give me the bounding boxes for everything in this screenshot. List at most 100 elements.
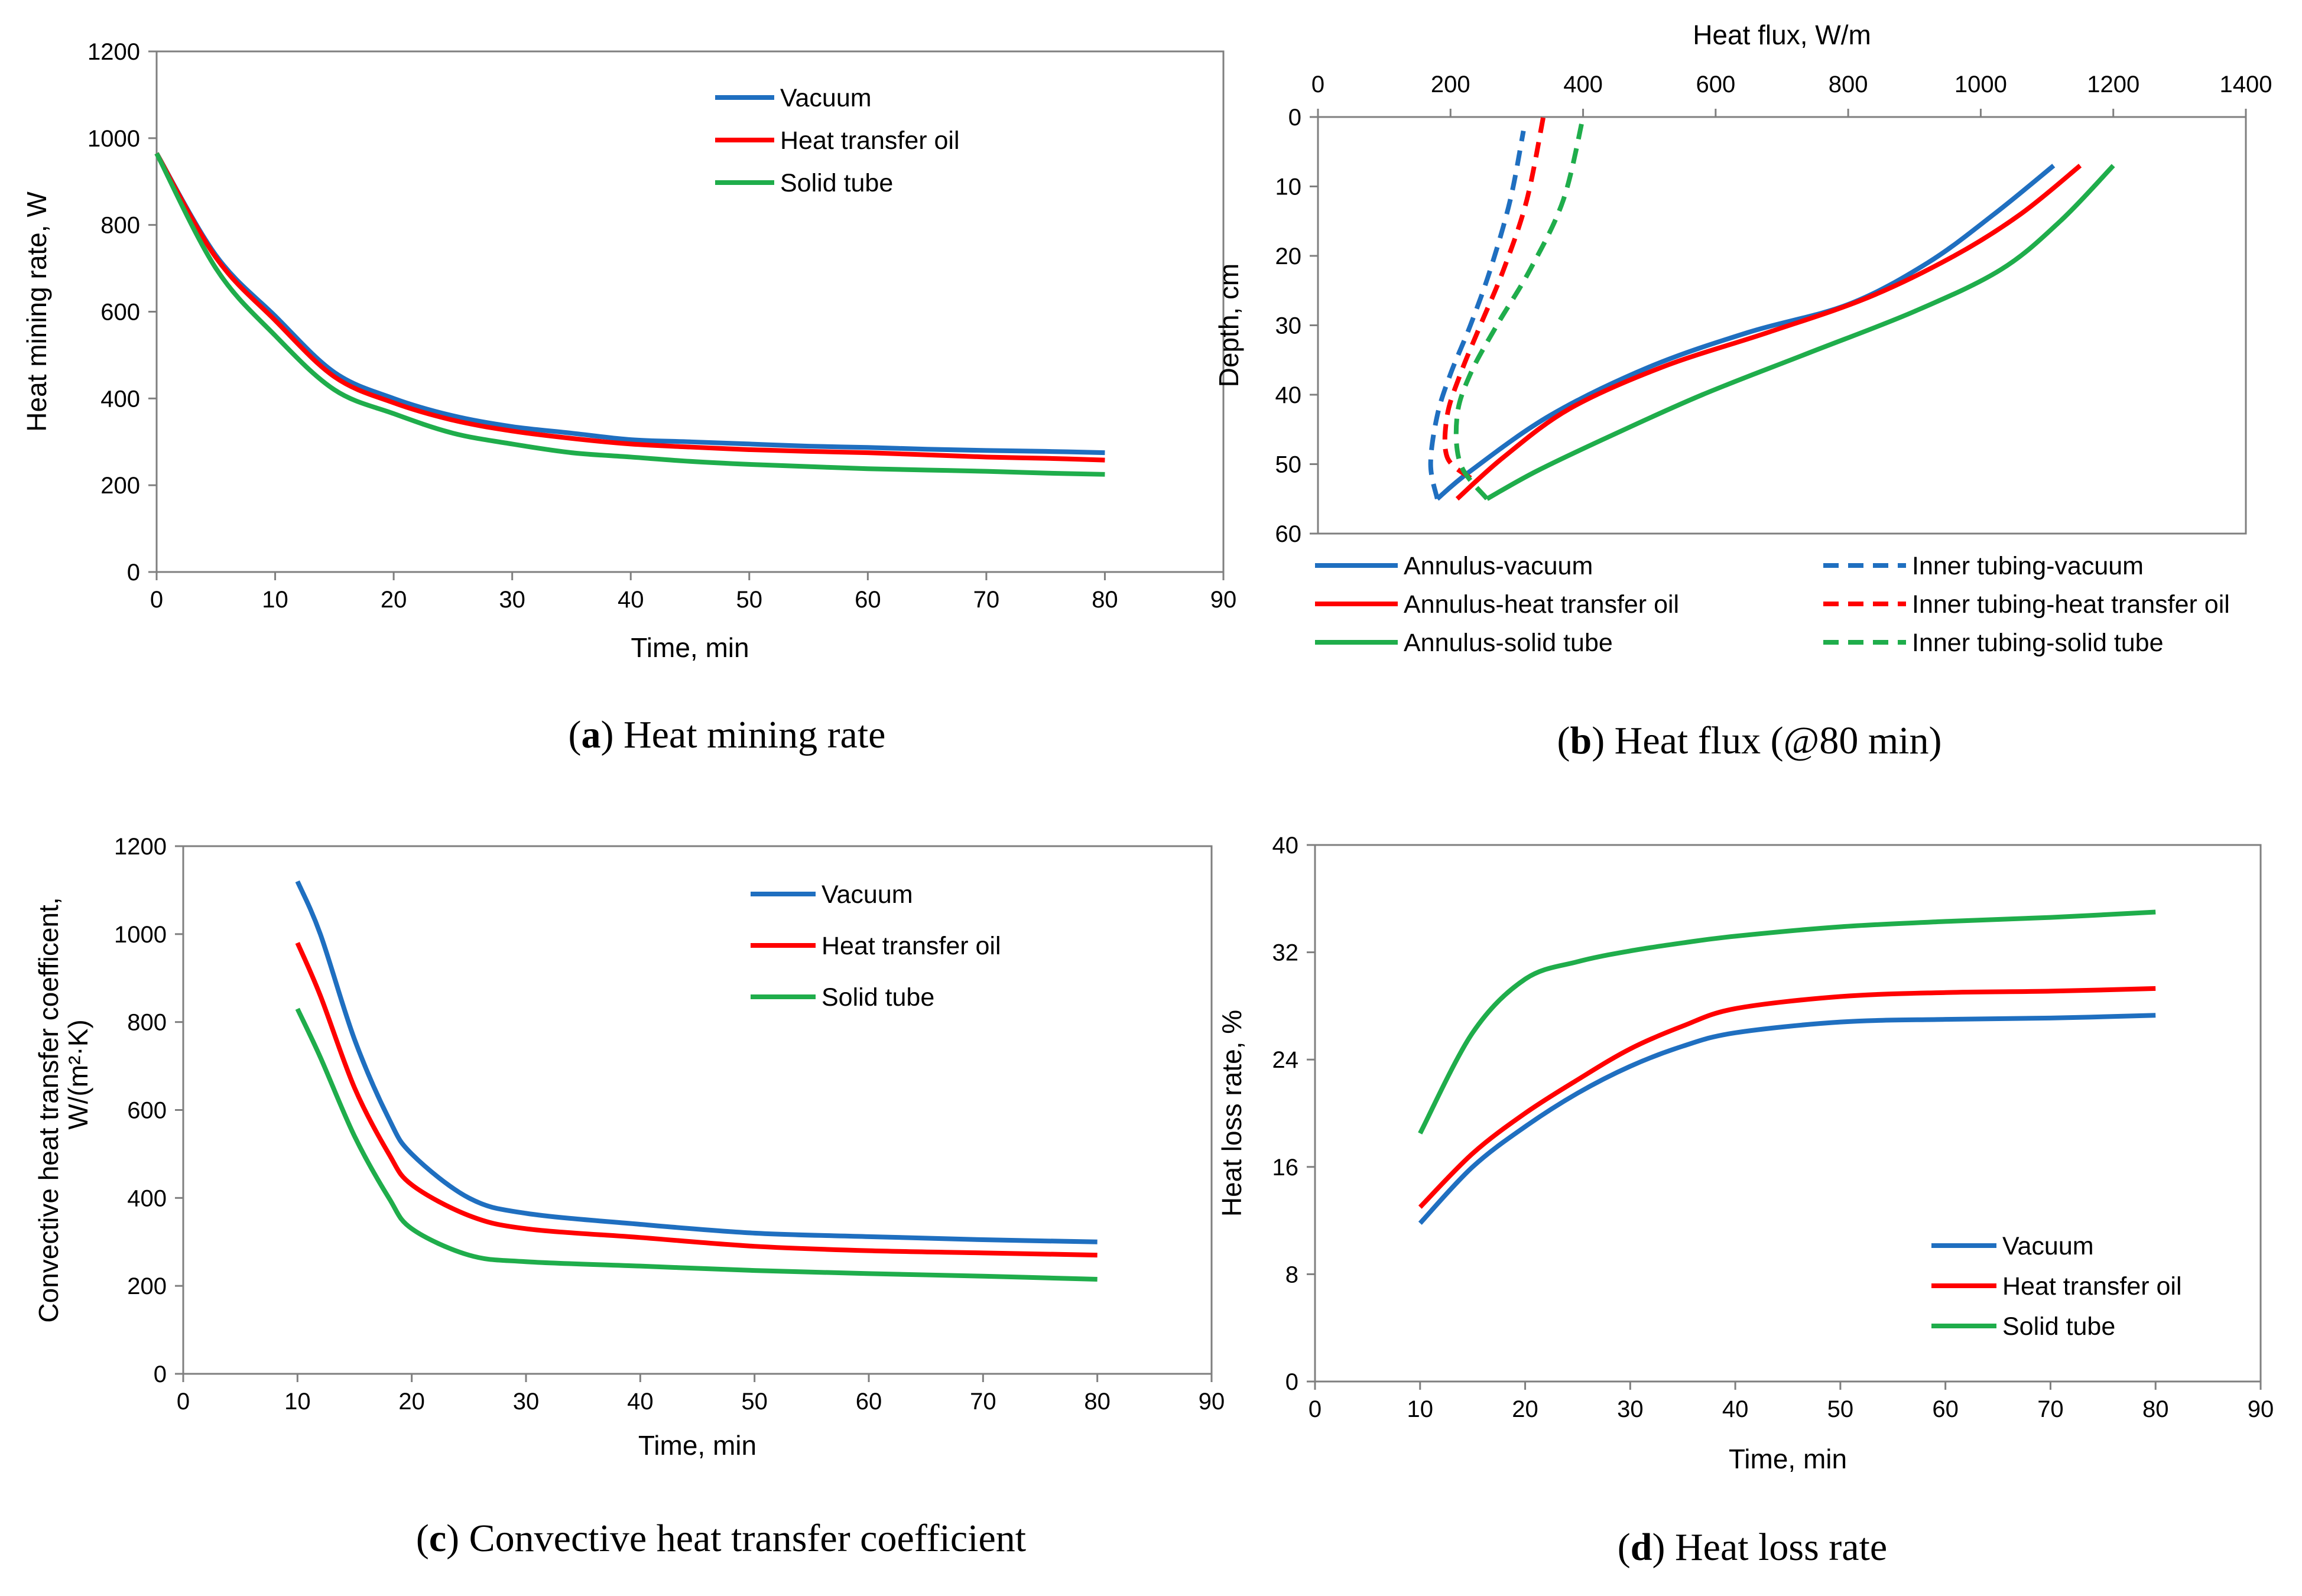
panel-d: 0 10 20 30 40 50 60 70 80 90 0 8 16 24 32 40 Time, min He… bbox=[1216, 833, 2274, 1569]
series-line-inner-tubing-heat-transfer-oil bbox=[1442, 116, 1546, 480]
x-tick-label: 0 bbox=[1309, 1396, 1322, 1422]
x-tick-label: 70 bbox=[973, 587, 1000, 613]
x-tick-label: 40 bbox=[1722, 1396, 1749, 1422]
x-tick-label: 400 bbox=[1563, 71, 1603, 97]
x-tick-label: 1000 bbox=[1954, 71, 2007, 97]
y-tick-label: 0 bbox=[1285, 1369, 1298, 1395]
y-tick-label: 30 bbox=[1275, 313, 1302, 339]
x-tick-label: 90 bbox=[1210, 587, 1237, 613]
x-tick-label: 80 bbox=[2142, 1396, 2169, 1422]
y-tick-label: 40 bbox=[1272, 833, 1299, 859]
y-tick-label: 40 bbox=[1275, 382, 1302, 408]
x-axis-label: Time, min bbox=[638, 1430, 756, 1461]
panel-caption: (c) Convective heat transfer coefficient bbox=[416, 1517, 1026, 1560]
x-tick-label: 20 bbox=[381, 587, 407, 613]
plot-frame bbox=[155, 50, 1225, 573]
panel-c: 0 10 20 30 40 50 60 70 80 90 0 200 400 600 800 1000 1200… bbox=[33, 834, 1225, 1560]
plot-frame bbox=[1314, 844, 2262, 1383]
panel-caption: (d) Heat loss rate bbox=[1618, 1526, 1887, 1569]
y-tick-label: 50 bbox=[1275, 452, 1302, 478]
x-tick-label: 30 bbox=[499, 587, 525, 613]
legend-label: Inner tubing-heat transfer oil bbox=[1912, 590, 2230, 619]
legend-label: Inner tubing-solid tube bbox=[1912, 629, 2164, 657]
x-tick-label: 60 bbox=[1932, 1396, 1959, 1422]
x-tick-label: 90 bbox=[2248, 1396, 2274, 1422]
series-line-annulus-solid-tube bbox=[1486, 164, 2115, 501]
x-tick-label: 10 bbox=[284, 1389, 311, 1415]
x-tick-label: 30 bbox=[513, 1389, 540, 1415]
x-tick-label: 0 bbox=[1311, 71, 1324, 97]
legend: Vacuum Heat transfer oil Solid tube bbox=[751, 880, 1001, 1012]
panel-caption: (b) Heat flux (@80 min) bbox=[1557, 719, 1941, 762]
y-tick-label: 800 bbox=[127, 1010, 167, 1036]
x-axis-label: Time, min bbox=[1729, 1444, 1847, 1474]
y-tick-label: 16 bbox=[1272, 1155, 1299, 1181]
y-tick-label: 400 bbox=[127, 1185, 167, 1211]
y-tick-label: 60 bbox=[1275, 521, 1302, 547]
x-tick-label: 600 bbox=[1696, 71, 1735, 97]
x-tick-label: 10 bbox=[1407, 1396, 1434, 1422]
series-line-annulus-vacuum bbox=[1436, 164, 2056, 501]
x-tick-label: 30 bbox=[1617, 1396, 1644, 1422]
legend-label: Vacuum bbox=[2002, 1232, 2094, 1260]
x-tick-label: 60 bbox=[855, 587, 881, 613]
legend-label: Heat transfer oil bbox=[822, 932, 1001, 960]
series-line-heat-transfer-oil bbox=[154, 152, 1105, 463]
y-tick-label: 600 bbox=[127, 1098, 167, 1124]
x-tick-label: 50 bbox=[1827, 1396, 1854, 1422]
series-line-solid-tube bbox=[295, 1007, 1098, 1282]
plot-frame bbox=[182, 845, 1213, 1375]
x-tick-label: 60 bbox=[856, 1389, 882, 1415]
y-tick-label: 0 bbox=[1288, 105, 1301, 131]
panel-a: 0 10 20 30 40 50 60 70 80 90 0 200 400 600 800 1000 1200… bbox=[21, 39, 1236, 756]
x-tick-label: 0 bbox=[150, 587, 163, 613]
x-tick-label: 200 bbox=[1431, 71, 1470, 97]
y-tick-label: 400 bbox=[100, 386, 140, 412]
x-tick-label: 80 bbox=[1092, 587, 1118, 613]
y-tick-label: 800 bbox=[100, 213, 140, 239]
series-line-solid-tube bbox=[1418, 909, 2156, 1135]
legend: Annulus-vacuum Annulus-heat transfer oil A… bbox=[1315, 552, 2230, 657]
y-tick-label: 32 bbox=[1272, 940, 1299, 966]
series-line-vacuum bbox=[1418, 1013, 2156, 1225]
x-tick-label: 1200 bbox=[2087, 71, 2139, 97]
series-line-inner-tubing-vacuum bbox=[1428, 130, 1526, 500]
legend: Vacuum Heat transfer oil Solid tube bbox=[715, 84, 960, 197]
x-tick-label: 90 bbox=[1199, 1389, 1225, 1415]
x-axis-label: Heat flux, W/m bbox=[1693, 19, 1871, 50]
x-tick-label: 10 bbox=[262, 587, 288, 613]
y-tick-label: 0 bbox=[154, 1361, 167, 1387]
legend-label: Vacuum bbox=[780, 84, 872, 112]
panel-caption: (a) Heat mining rate bbox=[569, 713, 886, 756]
y-tick-label: 600 bbox=[100, 300, 140, 326]
x-tick-label: 50 bbox=[736, 587, 763, 613]
series-line-solid-tube bbox=[154, 152, 1105, 477]
series-line-heat-transfer-oil bbox=[1418, 986, 2156, 1209]
y-axis-label: Heat mining rate, W bbox=[21, 191, 52, 432]
series-line-vacuum bbox=[154, 152, 1105, 456]
panel-b: 0 200 400 600 800 1000 1200 1400 0 10 20 30 40 50 60 He… bbox=[1213, 19, 2272, 762]
y-axis-label: Depth, cm bbox=[1213, 264, 1244, 388]
x-tick-label: 1400 bbox=[2220, 71, 2272, 97]
y-tick-label: 24 bbox=[1272, 1047, 1299, 1073]
y-tick-label: 20 bbox=[1275, 243, 1302, 269]
legend-label: Solid tube bbox=[2002, 1312, 2115, 1341]
x-tick-label: 80 bbox=[1084, 1389, 1111, 1415]
y-tick-label: 1000 bbox=[114, 922, 167, 948]
legend-label: Solid tube bbox=[780, 169, 893, 197]
legend-label: Annulus-heat transfer oil bbox=[1404, 590, 1679, 619]
series-line-heat-transfer-oil bbox=[295, 942, 1098, 1258]
x-tick-label: 40 bbox=[627, 1389, 654, 1415]
legend-label: Inner tubing-vacuum bbox=[1912, 552, 2144, 580]
legend-label: Vacuum bbox=[822, 880, 913, 909]
series-line-vacuum bbox=[295, 880, 1098, 1244]
y-tick-label: 1200 bbox=[87, 39, 140, 65]
series-line-annulus-heat-transfer-oil bbox=[1455, 164, 2082, 501]
y-tick-label: 8 bbox=[1285, 1262, 1298, 1288]
legend: Vacuum Heat transfer oil Solid tube bbox=[1931, 1232, 2182, 1341]
y-axis-label-units: W/(m²·K) bbox=[63, 1019, 93, 1129]
x-tick-label: 50 bbox=[741, 1389, 768, 1415]
y-tick-label: 200 bbox=[127, 1273, 167, 1299]
x-tick-label: 20 bbox=[1512, 1396, 1538, 1422]
